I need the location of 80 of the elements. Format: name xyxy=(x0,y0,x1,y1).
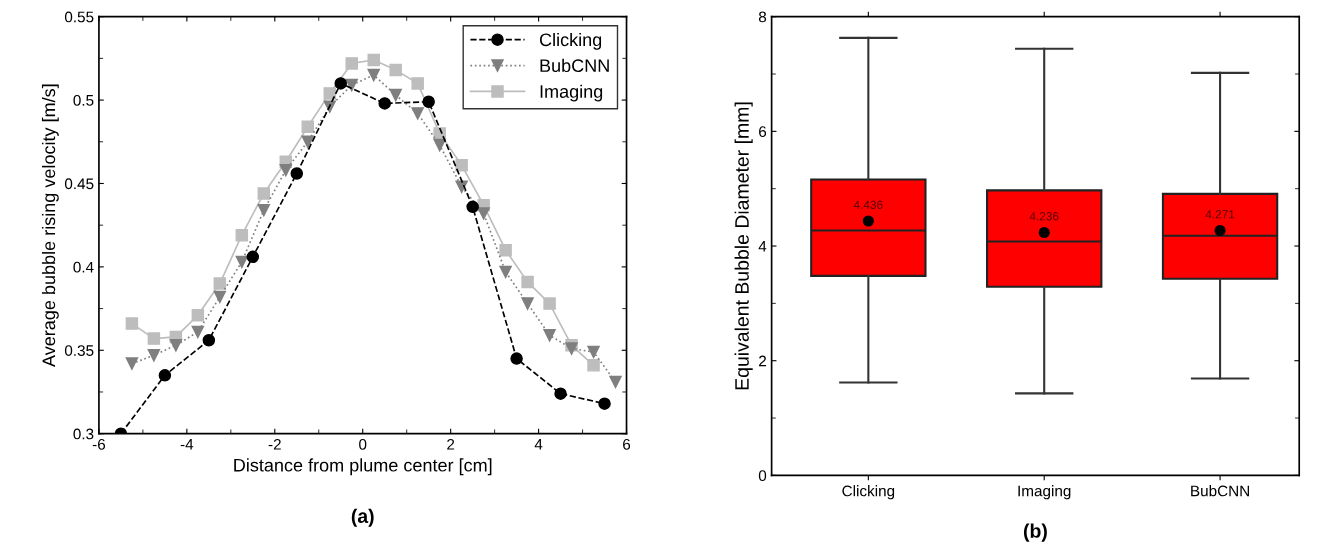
point xyxy=(466,200,479,214)
point xyxy=(543,329,556,342)
point xyxy=(367,68,380,82)
point xyxy=(378,97,391,110)
point xyxy=(510,352,523,365)
annotation: 4.436 xyxy=(853,200,883,209)
point xyxy=(235,255,249,269)
point xyxy=(334,77,347,90)
point xyxy=(147,349,161,362)
x-tick-label: Imaging xyxy=(1018,485,1071,500)
y-tick-label: 8 xyxy=(758,11,767,23)
point xyxy=(389,63,402,77)
point xyxy=(389,88,402,102)
point xyxy=(125,317,139,330)
point xyxy=(290,167,304,180)
point xyxy=(554,387,567,400)
point xyxy=(158,369,172,382)
point xyxy=(598,397,611,410)
x-tick-label: Clicking xyxy=(842,485,895,500)
y-tick-label: 0.35 xyxy=(64,345,94,356)
y-tick-label: 0.55 xyxy=(64,11,94,23)
y-tick-label: 0 xyxy=(758,470,767,482)
point xyxy=(433,138,446,152)
point xyxy=(367,53,380,67)
y-axis-title: Average bubble rising velocity [m/s] xyxy=(41,84,59,367)
point xyxy=(191,325,205,339)
x-tick-label: 6 xyxy=(623,438,631,450)
point xyxy=(477,207,490,220)
x-tick-label: 0 xyxy=(359,438,367,450)
point xyxy=(345,78,358,92)
y-axis-title: Equivalent Bubble Diameter [mm] xyxy=(734,102,753,390)
point xyxy=(411,107,424,120)
point xyxy=(279,163,293,177)
point xyxy=(345,57,358,70)
point xyxy=(411,77,424,90)
point xyxy=(499,243,512,257)
point xyxy=(323,87,337,100)
annotation: 4.271 xyxy=(1205,210,1235,219)
y-tick-label: 4 xyxy=(758,241,767,252)
x-tick-label: 4 xyxy=(534,439,543,450)
legend-label: Clicking xyxy=(539,32,602,50)
point xyxy=(257,203,271,217)
point xyxy=(147,332,161,345)
x-tick-label: 2 xyxy=(447,438,455,450)
point xyxy=(543,297,556,310)
point xyxy=(587,345,600,359)
annotation: 4.236 xyxy=(1029,212,1059,221)
legend-label: BubCNN xyxy=(540,58,609,73)
point xyxy=(422,95,435,108)
point xyxy=(521,275,534,289)
legend-label: Imaging xyxy=(540,84,603,102)
y-tick-label: 6 xyxy=(759,126,767,138)
point xyxy=(587,359,600,372)
point xyxy=(301,135,315,149)
point xyxy=(235,228,249,242)
x-tick-label: -4 xyxy=(180,439,194,450)
y-tick-label: 0.45 xyxy=(64,178,94,190)
y-tick-label: 0.3 xyxy=(73,428,94,440)
point xyxy=(455,158,468,172)
point xyxy=(499,265,512,279)
y-tick-label: 0.5 xyxy=(73,94,94,106)
point xyxy=(213,277,227,290)
point xyxy=(202,334,216,347)
point xyxy=(191,309,205,322)
x-tick-label: BubCNN xyxy=(1191,485,1249,497)
point xyxy=(301,120,315,134)
text: (b) xyxy=(1023,523,1047,542)
point xyxy=(125,357,139,370)
x-axis-title: Distance from plume center [cm] xyxy=(234,458,492,476)
point xyxy=(609,375,622,389)
point xyxy=(521,297,534,310)
point xyxy=(246,250,260,264)
point xyxy=(169,339,183,352)
x-tick-label: -6 xyxy=(92,438,106,450)
point xyxy=(257,187,271,200)
point xyxy=(213,290,227,304)
text: (a) xyxy=(351,508,374,527)
y-tick-label: 2 xyxy=(759,355,766,367)
y-tick-label: 0.4 xyxy=(73,261,94,273)
x-tick-label: -2 xyxy=(268,438,281,450)
